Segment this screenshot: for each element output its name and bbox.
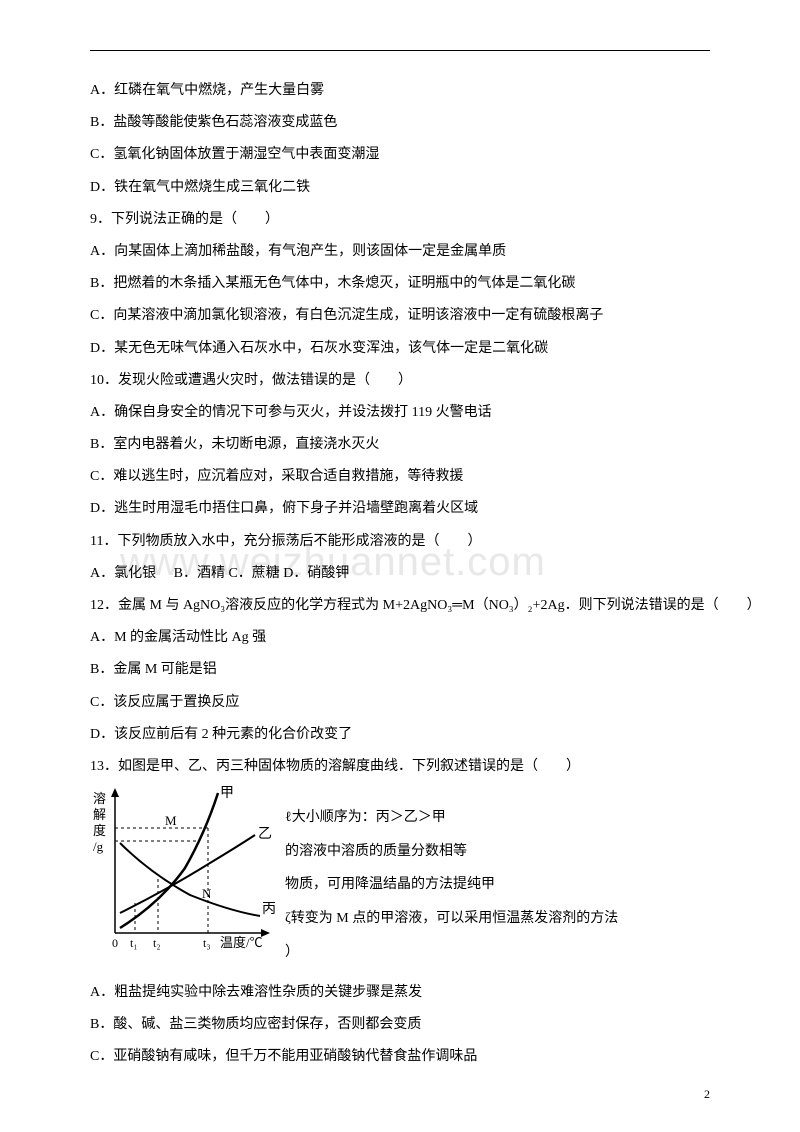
- curve-jia-label: 甲: [220, 786, 234, 801]
- option-a-10: A．确保自身安全的情况下可参与灭火，并设法拨打 119 火警电话: [90, 397, 710, 429]
- curve-bing-label: 丙: [262, 902, 276, 917]
- solubility-chart: 溶 解 度 /g 甲 乙 丙 M N 0: [90, 783, 280, 958]
- top-rule: [90, 50, 710, 51]
- option-c-8: C．氢氧化钠固体放置于潮湿空气中表面变潮湿: [90, 139, 710, 171]
- option-a-8: A．红磷在氧气中燃烧，产生大量白雾: [90, 75, 710, 107]
- tick-t1: t₁: [130, 936, 138, 950]
- option-b-14: B．酸、碱、盐三类物质均应密封保存，否则都会变质: [90, 1009, 710, 1041]
- document-content: A．红磷在氧气中燃烧，产生大量白雾 B．盐酸等酸能使紫色石蕊溶液变成蓝色 C．氢…: [90, 50, 710, 1074]
- option-b-12: B．金属 M 可能是铝: [90, 654, 710, 686]
- point-m-label: M: [165, 813, 177, 828]
- q13-figure-block: 溶 解 度 /g 甲 乙 丙 M N 0: [90, 783, 710, 969]
- option-c-9: C．向某溶液中滴加氯化钡溶液，有白色沉淀生成，证明该溶液中一定有硫酸根离子: [90, 300, 710, 332]
- question-13: 13．如图是甲、乙、丙三种固体物质的溶解度曲线．下列叙述错误的是（ ）: [90, 751, 710, 783]
- question-12: 12．金属 M 与 AgNO₃溶液反应的化学方程式为 M+2AgNO₃═M（NO…: [90, 590, 710, 622]
- y-label-1: 溶: [93, 791, 106, 806]
- option-b-10: B．室内电器着火，未切断电源，直接浇水灭火: [90, 429, 710, 461]
- option-b-8: B．盐酸等酸能使紫色石蕊溶液变成蓝色: [90, 107, 710, 139]
- q13-opt-d: ζ转变为 M 点的甲溶液，可以采用恒温蒸发溶剂的方法: [285, 902, 710, 936]
- y-label-4: /g: [93, 839, 104, 854]
- options-11: A．氯化银 B．酒精 C．蔗糖 D．硝酸钾: [90, 558, 710, 590]
- option-c-10: C．难以逃生时，应沉着应对，采取合适自救措施，等待救援: [90, 461, 710, 493]
- option-a-9: A．向某固体上滴加稀盐酸，有气泡产生，则该固体一定是金属单质: [90, 236, 710, 268]
- question-9: 9．下列说法正确的是（ ）: [90, 204, 710, 236]
- option-a-14: A．粗盐提纯实验中除去难溶性杂质的关键步骤是蒸发: [90, 977, 710, 1009]
- option-a-12: A．M 的金属活动性比 Ag 强: [90, 622, 710, 654]
- tick-0: 0: [112, 936, 118, 950]
- option-d-10: D．逃生时用湿毛巾捂住口鼻，俯下身子并沿墙壁跑离着火区域: [90, 493, 710, 525]
- option-d-8: D．铁在氧气中燃烧生成三氧化二铁: [90, 172, 710, 204]
- q13-opt-e: ）: [285, 936, 710, 970]
- question-10: 10．发现火险或遭遇火灾时，做法错误的是（ ）: [90, 365, 710, 397]
- question-11: 11．下列物质放入水中，充分振荡后不能形成溶液的是（ ）: [90, 526, 710, 558]
- page-number: 2: [704, 1087, 710, 1102]
- y-label-3: 度: [93, 823, 106, 838]
- q13-opt-c: 物质，可用降温结晶的方法提纯甲: [285, 868, 710, 902]
- option-c-14: C．亚硝酸钠有咸味，但千万不能用亚硝酸钠代替食盐作调味品: [90, 1041, 710, 1073]
- q13-opt-b: 的溶液中溶质的质量分数相等: [285, 835, 710, 869]
- q13-options: ℓ大小顺序为：丙＞乙＞甲 的溶液中溶质的质量分数相等 物质，可用降温结晶的方法提…: [285, 783, 710, 969]
- option-b-9: B．把燃着的木条插入某瓶无色气体中，木条熄灭，证明瓶中的气体是二氧化碳: [90, 268, 710, 300]
- option-d-12: D．该反应前后有 2 种元素的化合价改变了: [90, 719, 710, 751]
- option-c-12: C．该反应属于置换反应: [90, 687, 710, 719]
- curve-yi-label: 乙: [258, 826, 272, 842]
- y-label-2: 解: [93, 807, 106, 822]
- tick-t2: t₂: [153, 936, 161, 950]
- option-d-9: D．某无色无味气体通入石灰水中，石灰水变浑浊，该气体一定是二氧化碳: [90, 333, 710, 365]
- x-label: 温度/℃: [220, 935, 263, 950]
- q13-opt-a: ℓ大小顺序为：丙＞乙＞甲: [285, 801, 710, 835]
- point-n-label: N: [202, 886, 212, 901]
- tick-t3: t₃: [203, 936, 211, 950]
